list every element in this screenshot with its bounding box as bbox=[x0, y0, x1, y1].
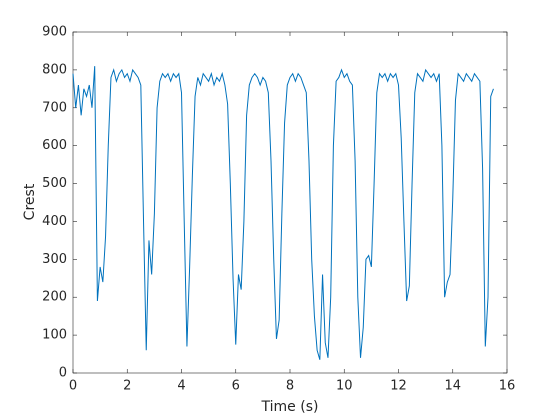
x-tick-label: 0 bbox=[69, 379, 77, 394]
y-tick-label: 100 bbox=[42, 328, 67, 343]
x-tick-label: 6 bbox=[232, 379, 240, 394]
x-tick-label: 8 bbox=[286, 379, 294, 394]
x-tick-label: 4 bbox=[177, 379, 185, 394]
y-axis-label: Crest bbox=[22, 183, 38, 220]
y-tick-label: 900 bbox=[42, 25, 67, 40]
x-tick-label: 14 bbox=[444, 379, 461, 394]
y-tick-label: 300 bbox=[42, 252, 67, 267]
y-tick-label: 600 bbox=[42, 138, 67, 153]
x-tick-label: 12 bbox=[390, 379, 407, 394]
data-line bbox=[72, 66, 494, 360]
y-tick-label: 400 bbox=[42, 214, 67, 229]
plot-area bbox=[72, 31, 508, 374]
x-tick-label: 2 bbox=[123, 379, 131, 394]
y-tick-label: 700 bbox=[42, 100, 67, 115]
x-axis-label: Time (s) bbox=[261, 399, 319, 415]
y-tick-label: 200 bbox=[42, 290, 67, 305]
y-tick-label: 500 bbox=[42, 176, 67, 191]
x-tick-label: 10 bbox=[336, 379, 353, 394]
y-tick-label: 800 bbox=[42, 62, 67, 77]
y-tick-label: 0 bbox=[59, 366, 67, 381]
x-tick-label: 16 bbox=[499, 379, 516, 394]
